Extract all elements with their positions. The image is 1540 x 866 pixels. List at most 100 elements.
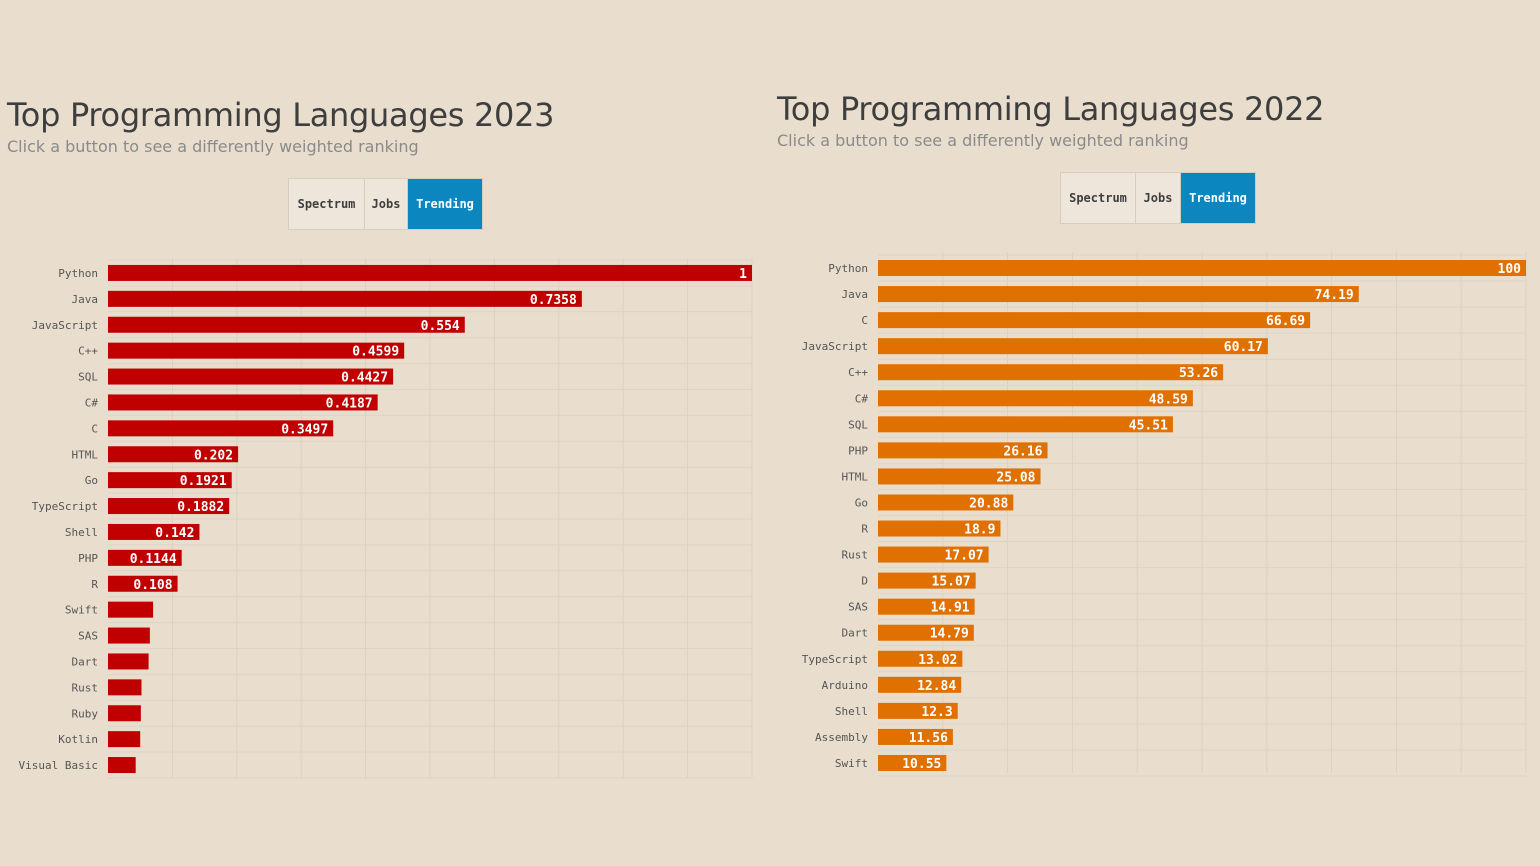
bar-value-label: 14.79 <box>930 627 969 642</box>
category-tick-label: Dart <box>842 627 869 640</box>
category-tick-label: R <box>861 523 868 536</box>
bar <box>108 290 582 307</box>
bar-chart-2022: Python 100 Java 74.19 C 66.69 JavaScript 60.17 C… <box>802 252 1527 777</box>
bar-value-label: 11.56 <box>909 731 948 746</box>
bar-value-label: 13.02 <box>918 653 957 668</box>
bar <box>108 498 230 515</box>
bar <box>108 627 150 644</box>
bar-value-label: 0.554 <box>421 319 460 334</box>
bar-value-label: 0.7358 <box>530 293 577 308</box>
category-tick-label: Rust <box>72 681 99 694</box>
category-tick-label: TypeScript <box>802 653 868 666</box>
bar <box>878 442 1048 459</box>
category-tick-label: SQL <box>848 418 868 431</box>
bar <box>108 679 142 696</box>
category-tick-label: Dart <box>72 655 99 668</box>
bar-value-label: 14.91 <box>930 601 969 616</box>
bar-value-label: 26.16 <box>1003 444 1042 459</box>
bar-value-label: 0.1882 <box>177 500 224 515</box>
trending-button[interactable]: Trending <box>408 179 482 229</box>
category-tick-label: C <box>91 422 98 435</box>
category-tick-label: C++ <box>78 345 98 358</box>
category-tick-label: SAS <box>78 630 98 643</box>
category-tick-label: SAS <box>848 601 868 614</box>
bar <box>108 472 232 489</box>
category-tick-label: Go <box>855 496 868 509</box>
bar-value-label: 18.9 <box>964 523 995 538</box>
category-tick-label: SQL <box>78 371 98 384</box>
bar <box>878 520 1001 537</box>
jobs-button[interactable]: Jobs <box>365 179 408 229</box>
bar <box>108 601 154 618</box>
bar-value-label: 0.1921 <box>180 474 227 489</box>
spectrum-button[interactable]: Spectrum <box>1061 173 1136 223</box>
bar-value-label: 0.142 <box>155 526 194 541</box>
bar-value-label: 25.08 <box>996 470 1035 485</box>
bar-value-label: 66.69 <box>1266 314 1305 329</box>
ranking-button-group: Spectrum Jobs Trending <box>288 178 483 230</box>
chart-panel-2023: Top Programming Languages 2023 Click a b… <box>7 96 753 779</box>
bar <box>108 653 149 670</box>
gridlines <box>878 252 1527 777</box>
category-tick-label: Visual Basic <box>19 759 98 772</box>
category-tick-label: C <box>861 314 868 327</box>
bar <box>108 757 136 774</box>
jobs-button[interactable]: Jobs <box>1136 173 1181 223</box>
category-tick-label: TypeScript <box>32 500 98 513</box>
bar <box>878 494 1014 511</box>
bar <box>108 264 752 281</box>
bar-value-label: 53.26 <box>1179 366 1218 381</box>
category-tick-label: Shell <box>65 526 98 539</box>
bar-value-label: 0.4427 <box>341 371 388 386</box>
category-tick-label: PHP <box>78 552 98 565</box>
bar <box>108 394 378 411</box>
chart-title: Top Programming Languages 2023 <box>7 96 555 134</box>
category-tick-label: C# <box>855 392 869 405</box>
bar-value-label: 15.07 <box>932 575 971 590</box>
bar <box>878 702 958 719</box>
trending-button[interactable]: Trending <box>1181 173 1255 223</box>
bar-value-label: 0.4187 <box>326 396 373 411</box>
category-tick-label: Swift <box>65 604 98 617</box>
bar <box>878 338 1268 355</box>
bar <box>108 731 141 748</box>
bar-value-label: 0.3497 <box>281 422 328 437</box>
category-tick-label: Swift <box>835 757 868 770</box>
bar-value-label: 1 <box>739 267 747 282</box>
bar <box>108 705 141 722</box>
category-tick-label: Java <box>842 288 869 301</box>
bar-value-label: 0.1144 <box>130 552 177 567</box>
bar <box>108 316 465 333</box>
bar-value-label: 48.59 <box>1149 392 1188 407</box>
bar-value-label: 100 <box>1498 262 1522 277</box>
bar <box>878 286 1359 303</box>
bar-chart-2023: Python 1 Java 0.7358 JavaScript 0.554 C++ 0.459… <box>19 258 753 779</box>
gridlines <box>108 258 753 779</box>
category-tick-label: Kotlin <box>58 733 98 746</box>
category-tick-label: Assembly <box>815 731 868 744</box>
category-tick-label: HTML <box>72 448 99 461</box>
bar <box>878 416 1173 433</box>
category-tick-label: C++ <box>848 366 868 379</box>
bar <box>878 676 962 693</box>
category-tick-label: Go <box>85 474 98 487</box>
bar <box>108 368 394 385</box>
bar <box>878 468 1041 485</box>
category-tick-label: D <box>861 575 868 588</box>
bar <box>108 523 200 540</box>
spectrum-button[interactable]: Spectrum <box>289 179 365 229</box>
bar <box>878 728 953 745</box>
bar-value-label: 60.17 <box>1224 340 1263 355</box>
chart-subtitle: Click a button to see a differently weig… <box>777 131 1189 150</box>
bar <box>108 342 405 359</box>
category-tick-label: Rust <box>842 549 869 562</box>
chart-subtitle: Click a button to see a differently weig… <box>7 137 419 156</box>
chart-title: Top Programming Languages 2022 <box>777 90 1325 128</box>
bar <box>878 598 975 615</box>
bar <box>108 549 182 566</box>
bar-value-label: 17.07 <box>944 549 983 564</box>
category-tick-label: Shell <box>835 705 868 718</box>
bar <box>108 446 239 463</box>
bar-value-label: 12.84 <box>917 679 956 694</box>
category-tick-label: HTML <box>842 470 869 483</box>
